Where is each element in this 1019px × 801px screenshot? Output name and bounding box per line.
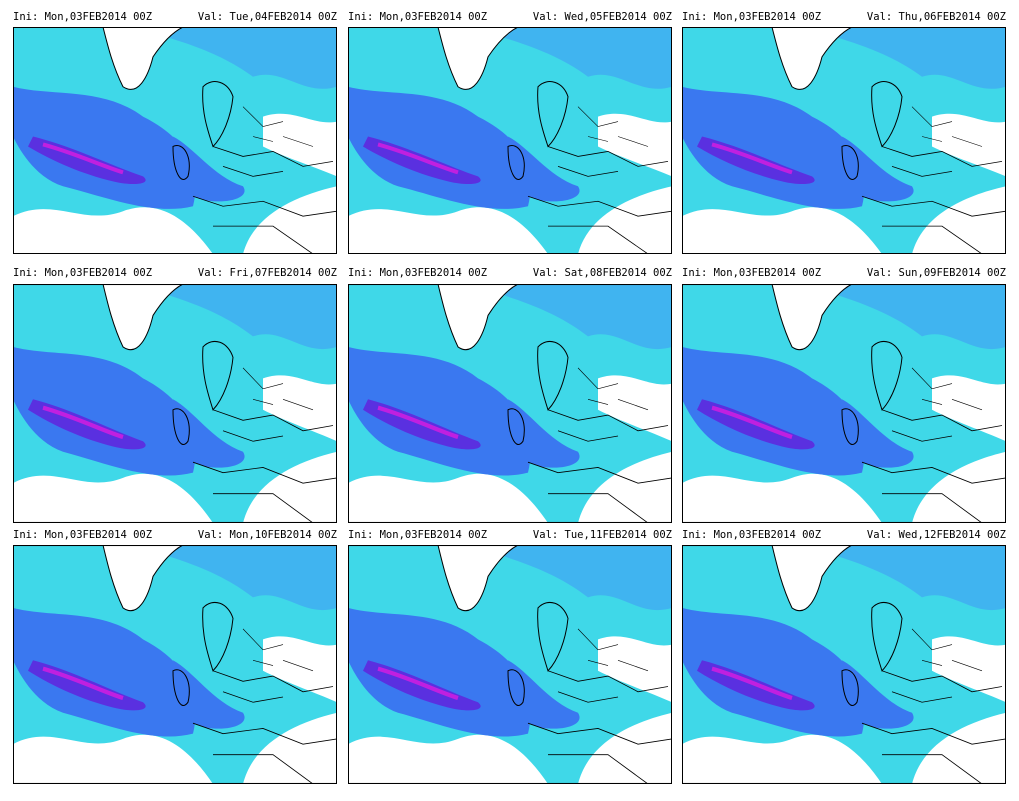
valid-label: Val: Tue,11FEB2014 00Z	[533, 529, 672, 541]
valid-label: Val: Fri,07FEB2014 00Z	[198, 267, 337, 279]
forecast-map	[13, 545, 337, 784]
valid-label: Val: Tue,04FEB2014 00Z	[198, 11, 337, 23]
valid-label: Val: Sun,09FEB2014 00Z	[867, 267, 1006, 279]
valid-label: Val: Wed,05FEB2014 00Z	[533, 11, 672, 23]
forecast-map	[348, 284, 672, 523]
init-label: Ini: Mon,03FEB2014 00Z	[348, 11, 487, 23]
init-label: Ini: Mon,03FEB2014 00Z	[13, 529, 152, 541]
init-label: Ini: Mon,03FEB2014 00Z	[13, 11, 152, 23]
init-label: Ini: Mon,03FEB2014 00Z	[682, 529, 821, 541]
forecast-map	[348, 27, 672, 254]
valid-label: Val: Wed,12FEB2014 00Z	[867, 529, 1006, 541]
map-field	[682, 545, 1006, 784]
forecast-map	[13, 284, 337, 523]
init-label: Ini: Mon,03FEB2014 00Z	[348, 529, 487, 541]
valid-label: Val: Thu,06FEB2014 00Z	[867, 11, 1006, 23]
init-label: Ini: Mon,03FEB2014 00Z	[13, 267, 152, 279]
map-field	[13, 545, 337, 784]
valid-label: Val: Sat,08FEB2014 00Z	[533, 267, 672, 279]
forecast-map	[682, 284, 1006, 523]
forecast-map	[348, 545, 672, 784]
map-field	[348, 545, 672, 784]
init-label: Ini: Mon,03FEB2014 00Z	[682, 267, 821, 279]
map-field	[348, 27, 672, 254]
forecast-map	[682, 27, 1006, 254]
map-field	[682, 27, 1006, 254]
forecast-map	[13, 27, 337, 254]
map-field	[13, 27, 337, 254]
map-field	[13, 284, 337, 523]
valid-label: Val: Mon,10FEB2014 00Z	[198, 529, 337, 541]
init-label: Ini: Mon,03FEB2014 00Z	[682, 11, 821, 23]
map-field	[348, 284, 672, 523]
map-field	[682, 284, 1006, 523]
forecast-map	[682, 545, 1006, 784]
init-label: Ini: Mon,03FEB2014 00Z	[348, 267, 487, 279]
